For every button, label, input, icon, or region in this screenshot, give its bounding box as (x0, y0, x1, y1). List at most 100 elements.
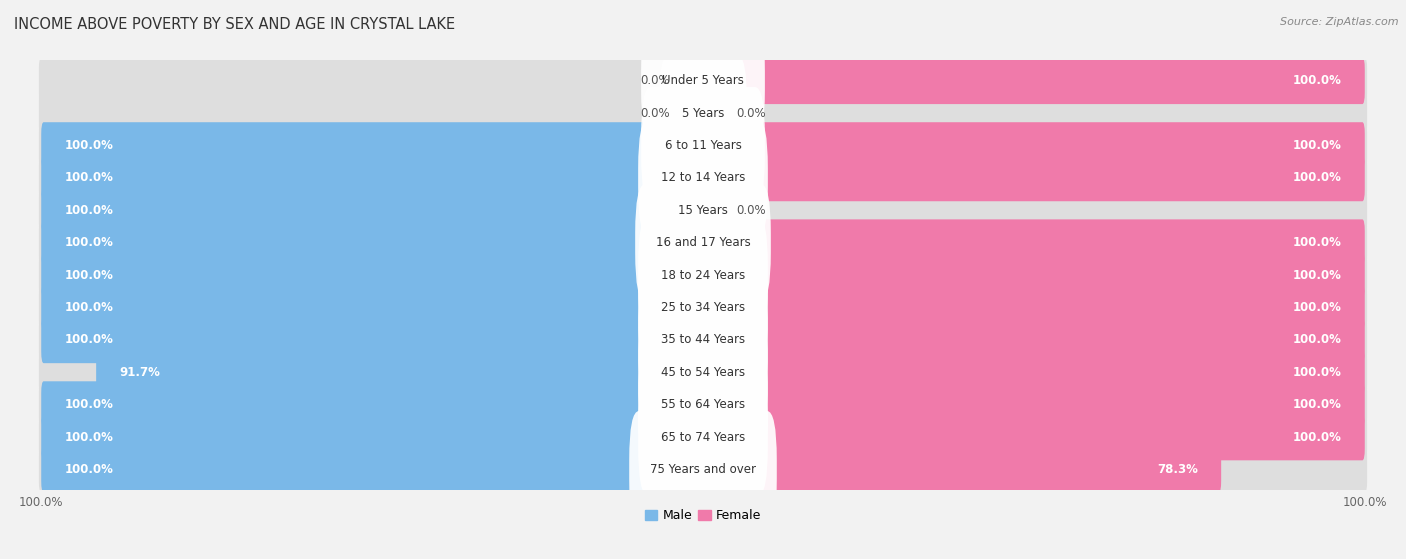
FancyBboxPatch shape (703, 349, 1365, 396)
Text: 100.0%: 100.0% (65, 268, 114, 282)
FancyBboxPatch shape (636, 184, 770, 301)
Text: Under 5 Years: Under 5 Years (662, 74, 744, 87)
FancyBboxPatch shape (669, 90, 703, 136)
FancyBboxPatch shape (641, 87, 765, 204)
Text: 65 to 74 Years: 65 to 74 Years (661, 430, 745, 443)
FancyBboxPatch shape (638, 281, 768, 399)
FancyBboxPatch shape (39, 58, 1367, 104)
Text: 100.0%: 100.0% (65, 333, 114, 347)
FancyBboxPatch shape (41, 284, 703, 331)
FancyBboxPatch shape (41, 381, 703, 428)
Text: 100.0%: 100.0% (65, 463, 114, 476)
FancyBboxPatch shape (39, 122, 1367, 169)
Text: INCOME ABOVE POVERTY BY SEX AND AGE IN CRYSTAL LAKE: INCOME ABOVE POVERTY BY SEX AND AGE IN C… (14, 17, 456, 32)
FancyBboxPatch shape (638, 346, 768, 463)
Text: 100.0%: 100.0% (1292, 268, 1341, 282)
Text: 100.0%: 100.0% (1292, 74, 1341, 87)
FancyBboxPatch shape (703, 381, 1365, 428)
Text: 12 to 14 Years: 12 to 14 Years (661, 172, 745, 184)
FancyBboxPatch shape (657, 152, 749, 269)
FancyBboxPatch shape (703, 446, 1222, 492)
Text: 100.0%: 100.0% (65, 301, 114, 314)
Text: 5 Years: 5 Years (682, 107, 724, 120)
Text: 100.0%: 100.0% (65, 398, 114, 411)
FancyBboxPatch shape (39, 252, 1367, 299)
FancyBboxPatch shape (41, 453, 1365, 486)
FancyBboxPatch shape (41, 155, 703, 201)
FancyBboxPatch shape (41, 162, 1365, 194)
FancyBboxPatch shape (703, 316, 1365, 363)
FancyBboxPatch shape (41, 97, 1365, 129)
Text: 100.0%: 100.0% (1292, 333, 1341, 347)
Text: 100.0%: 100.0% (1292, 139, 1341, 152)
Text: 75 Years and over: 75 Years and over (650, 463, 756, 476)
Text: 100.0%: 100.0% (1292, 301, 1341, 314)
Text: 78.3%: 78.3% (1157, 463, 1198, 476)
FancyBboxPatch shape (39, 219, 1367, 266)
FancyBboxPatch shape (41, 291, 1365, 324)
Text: 100.0%: 100.0% (65, 139, 114, 152)
Text: 0.0%: 0.0% (640, 107, 669, 120)
FancyBboxPatch shape (41, 356, 1365, 389)
FancyBboxPatch shape (39, 90, 1367, 136)
FancyBboxPatch shape (703, 414, 1365, 460)
FancyBboxPatch shape (638, 378, 768, 495)
FancyBboxPatch shape (41, 421, 1365, 453)
FancyBboxPatch shape (703, 187, 737, 234)
FancyBboxPatch shape (638, 120, 768, 236)
Text: 100.0%: 100.0% (1292, 172, 1341, 184)
FancyBboxPatch shape (41, 259, 1365, 291)
FancyBboxPatch shape (703, 122, 1365, 169)
FancyBboxPatch shape (41, 414, 703, 460)
FancyBboxPatch shape (39, 155, 1367, 201)
FancyBboxPatch shape (41, 194, 1365, 226)
FancyBboxPatch shape (41, 122, 703, 169)
FancyBboxPatch shape (39, 284, 1367, 331)
FancyBboxPatch shape (41, 389, 1365, 421)
Text: 0.0%: 0.0% (640, 74, 669, 87)
FancyBboxPatch shape (41, 316, 703, 363)
FancyBboxPatch shape (41, 226, 1365, 259)
FancyBboxPatch shape (638, 216, 768, 334)
Text: 45 to 54 Years: 45 to 54 Years (661, 366, 745, 379)
FancyBboxPatch shape (41, 219, 703, 266)
FancyBboxPatch shape (630, 411, 776, 528)
Text: 100.0%: 100.0% (1292, 430, 1341, 443)
FancyBboxPatch shape (39, 349, 1367, 396)
FancyBboxPatch shape (39, 187, 1367, 234)
Text: 100.0%: 100.0% (65, 172, 114, 184)
Text: 25 to 34 Years: 25 to 34 Years (661, 301, 745, 314)
Legend: Male, Female: Male, Female (640, 504, 766, 527)
FancyBboxPatch shape (703, 90, 737, 136)
Text: Source: ZipAtlas.com: Source: ZipAtlas.com (1281, 17, 1399, 27)
FancyBboxPatch shape (39, 316, 1367, 363)
Text: 100.0%: 100.0% (65, 430, 114, 443)
FancyBboxPatch shape (669, 58, 703, 104)
Text: 0.0%: 0.0% (737, 204, 766, 217)
FancyBboxPatch shape (41, 187, 703, 234)
FancyBboxPatch shape (41, 129, 1365, 162)
FancyBboxPatch shape (41, 252, 703, 299)
FancyBboxPatch shape (703, 284, 1365, 331)
FancyBboxPatch shape (39, 446, 1367, 492)
FancyBboxPatch shape (703, 155, 1365, 201)
Text: 100.0%: 100.0% (1292, 236, 1341, 249)
Text: 18 to 24 Years: 18 to 24 Years (661, 268, 745, 282)
FancyBboxPatch shape (703, 252, 1365, 299)
Text: 100.0%: 100.0% (1292, 366, 1341, 379)
FancyBboxPatch shape (703, 58, 1365, 104)
FancyBboxPatch shape (659, 55, 747, 172)
Text: 35 to 44 Years: 35 to 44 Years (661, 333, 745, 347)
Text: 16 and 17 Years: 16 and 17 Years (655, 236, 751, 249)
FancyBboxPatch shape (96, 349, 703, 396)
Text: 6 to 11 Years: 6 to 11 Years (665, 139, 741, 152)
FancyBboxPatch shape (39, 381, 1367, 428)
FancyBboxPatch shape (641, 22, 765, 139)
Text: 0.0%: 0.0% (737, 107, 766, 120)
FancyBboxPatch shape (41, 65, 1365, 97)
FancyBboxPatch shape (41, 324, 1365, 356)
Text: 55 to 64 Years: 55 to 64 Years (661, 398, 745, 411)
FancyBboxPatch shape (41, 446, 703, 492)
FancyBboxPatch shape (638, 314, 768, 431)
Text: 91.7%: 91.7% (120, 366, 160, 379)
